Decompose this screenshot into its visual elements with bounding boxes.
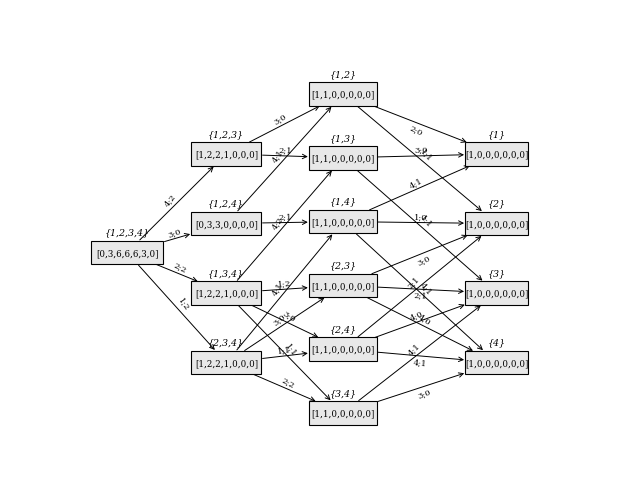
Text: [1,0,0,0,0,0,0]: [1,0,0,0,0,0,0]: [465, 150, 529, 159]
Text: [1,0,0,0,0,0,0]: [1,0,0,0,0,0,0]: [465, 219, 529, 228]
Text: [1,0,0,0,0,0,0]: [1,0,0,0,0,0,0]: [465, 289, 529, 298]
Text: 4;1: 4;1: [408, 176, 424, 190]
Text: {1,2,3,4}: {1,2,3,4}: [104, 228, 150, 237]
Text: 2;1: 2;1: [278, 146, 292, 155]
FancyBboxPatch shape: [191, 351, 261, 375]
Text: 4;1: 4;1: [406, 341, 422, 357]
Text: {3}: {3}: [488, 269, 506, 278]
Text: 1;1: 1;1: [276, 345, 291, 355]
Text: 3;0: 3;0: [416, 387, 432, 400]
Text: [1,0,0,0,0,0,0]: [1,0,0,0,0,0,0]: [465, 358, 529, 367]
Text: [1,1,0,0,0,0,0]: [1,1,0,0,0,0,0]: [311, 409, 374, 418]
FancyBboxPatch shape: [191, 212, 261, 236]
Text: 2;2: 2;2: [173, 261, 188, 275]
Text: 1;1: 1;1: [284, 342, 298, 357]
Text: [1,2,2,1,0,0,0]: [1,2,2,1,0,0,0]: [195, 150, 258, 159]
Text: {1,2}: {1,2}: [330, 70, 356, 79]
Text: 4;2: 4;2: [271, 215, 285, 230]
FancyBboxPatch shape: [309, 401, 376, 425]
Text: 1;2: 1;2: [176, 297, 190, 312]
Text: 1;0: 1;0: [414, 213, 428, 221]
FancyBboxPatch shape: [309, 83, 376, 107]
FancyBboxPatch shape: [191, 143, 261, 166]
Text: 1;1: 1;1: [418, 148, 433, 163]
Text: {1}: {1}: [488, 130, 506, 139]
FancyBboxPatch shape: [465, 143, 528, 166]
Text: 2;1: 2;1: [278, 213, 292, 221]
Text: 4;1: 4;1: [271, 281, 285, 297]
FancyBboxPatch shape: [309, 274, 376, 298]
FancyBboxPatch shape: [465, 212, 528, 236]
Text: {2,4}: {2,4}: [330, 325, 356, 334]
Text: 3;0: 3;0: [414, 146, 428, 155]
Text: {1,3,4}: {1,3,4}: [209, 269, 244, 278]
Text: 3;0: 3;0: [272, 312, 287, 327]
Text: 4;2: 4;2: [163, 192, 178, 208]
Text: {1,2,3}: {1,2,3}: [209, 130, 244, 139]
Text: [1,1,0,0,0,0,0]: [1,1,0,0,0,0,0]: [311, 154, 374, 163]
Text: 1;2: 1;2: [278, 279, 292, 288]
Text: {2,3,4}: {2,3,4}: [209, 338, 244, 347]
Text: 2;0: 2;0: [408, 124, 424, 137]
Text: 4;1: 4;1: [271, 148, 285, 164]
Text: [1,2,2,1,0,0,0]: [1,2,2,1,0,0,0]: [195, 289, 258, 298]
Text: {2}: {2}: [488, 199, 506, 208]
FancyBboxPatch shape: [309, 338, 376, 361]
Text: 4;0: 4;0: [416, 312, 432, 326]
FancyBboxPatch shape: [309, 210, 376, 234]
Text: [1,2,2,1,0,0,0]: [1,2,2,1,0,0,0]: [195, 358, 258, 367]
Text: [0,3,6,6,6,3,0]: [0,3,6,6,6,3,0]: [96, 248, 158, 258]
Text: {3,4}: {3,4}: [330, 388, 356, 397]
Text: 4;1: 4;1: [413, 358, 428, 367]
Text: 1;1: 1;1: [418, 214, 433, 229]
Text: 3;0: 3;0: [167, 226, 182, 238]
Text: 2;1: 2;1: [413, 292, 428, 300]
Text: [1,1,0,0,0,0,0]: [1,1,0,0,0,0,0]: [311, 217, 374, 226]
Text: [0,3,3,0,0,0,0]: [0,3,3,0,0,0,0]: [195, 219, 258, 228]
Text: 2;1: 2;1: [406, 275, 422, 290]
Text: [1,1,0,0,0,0,0]: [1,1,0,0,0,0,0]: [311, 345, 374, 354]
Text: {2,3}: {2,3}: [330, 261, 356, 270]
Text: 3;0: 3;0: [273, 113, 288, 127]
Text: 4;0: 4;0: [408, 310, 424, 322]
FancyBboxPatch shape: [309, 147, 376, 170]
Text: [1,1,0,0,0,0,0]: [1,1,0,0,0,0,0]: [311, 281, 374, 290]
FancyBboxPatch shape: [191, 282, 261, 305]
Text: 2;2: 2;2: [281, 376, 296, 389]
Text: [1,1,0,0,0,0,0]: [1,1,0,0,0,0,0]: [311, 90, 374, 99]
FancyBboxPatch shape: [465, 351, 528, 375]
Text: 4;1: 4;1: [419, 281, 433, 297]
Text: {4}: {4}: [488, 338, 506, 347]
FancyBboxPatch shape: [465, 282, 528, 305]
Text: 3;0: 3;0: [281, 309, 296, 323]
Text: {1,2,4}: {1,2,4}: [209, 199, 244, 208]
Text: {1,4}: {1,4}: [330, 197, 356, 206]
FancyBboxPatch shape: [91, 241, 163, 265]
Text: 3;0: 3;0: [415, 254, 431, 267]
Text: {1,3}: {1,3}: [330, 133, 356, 142]
